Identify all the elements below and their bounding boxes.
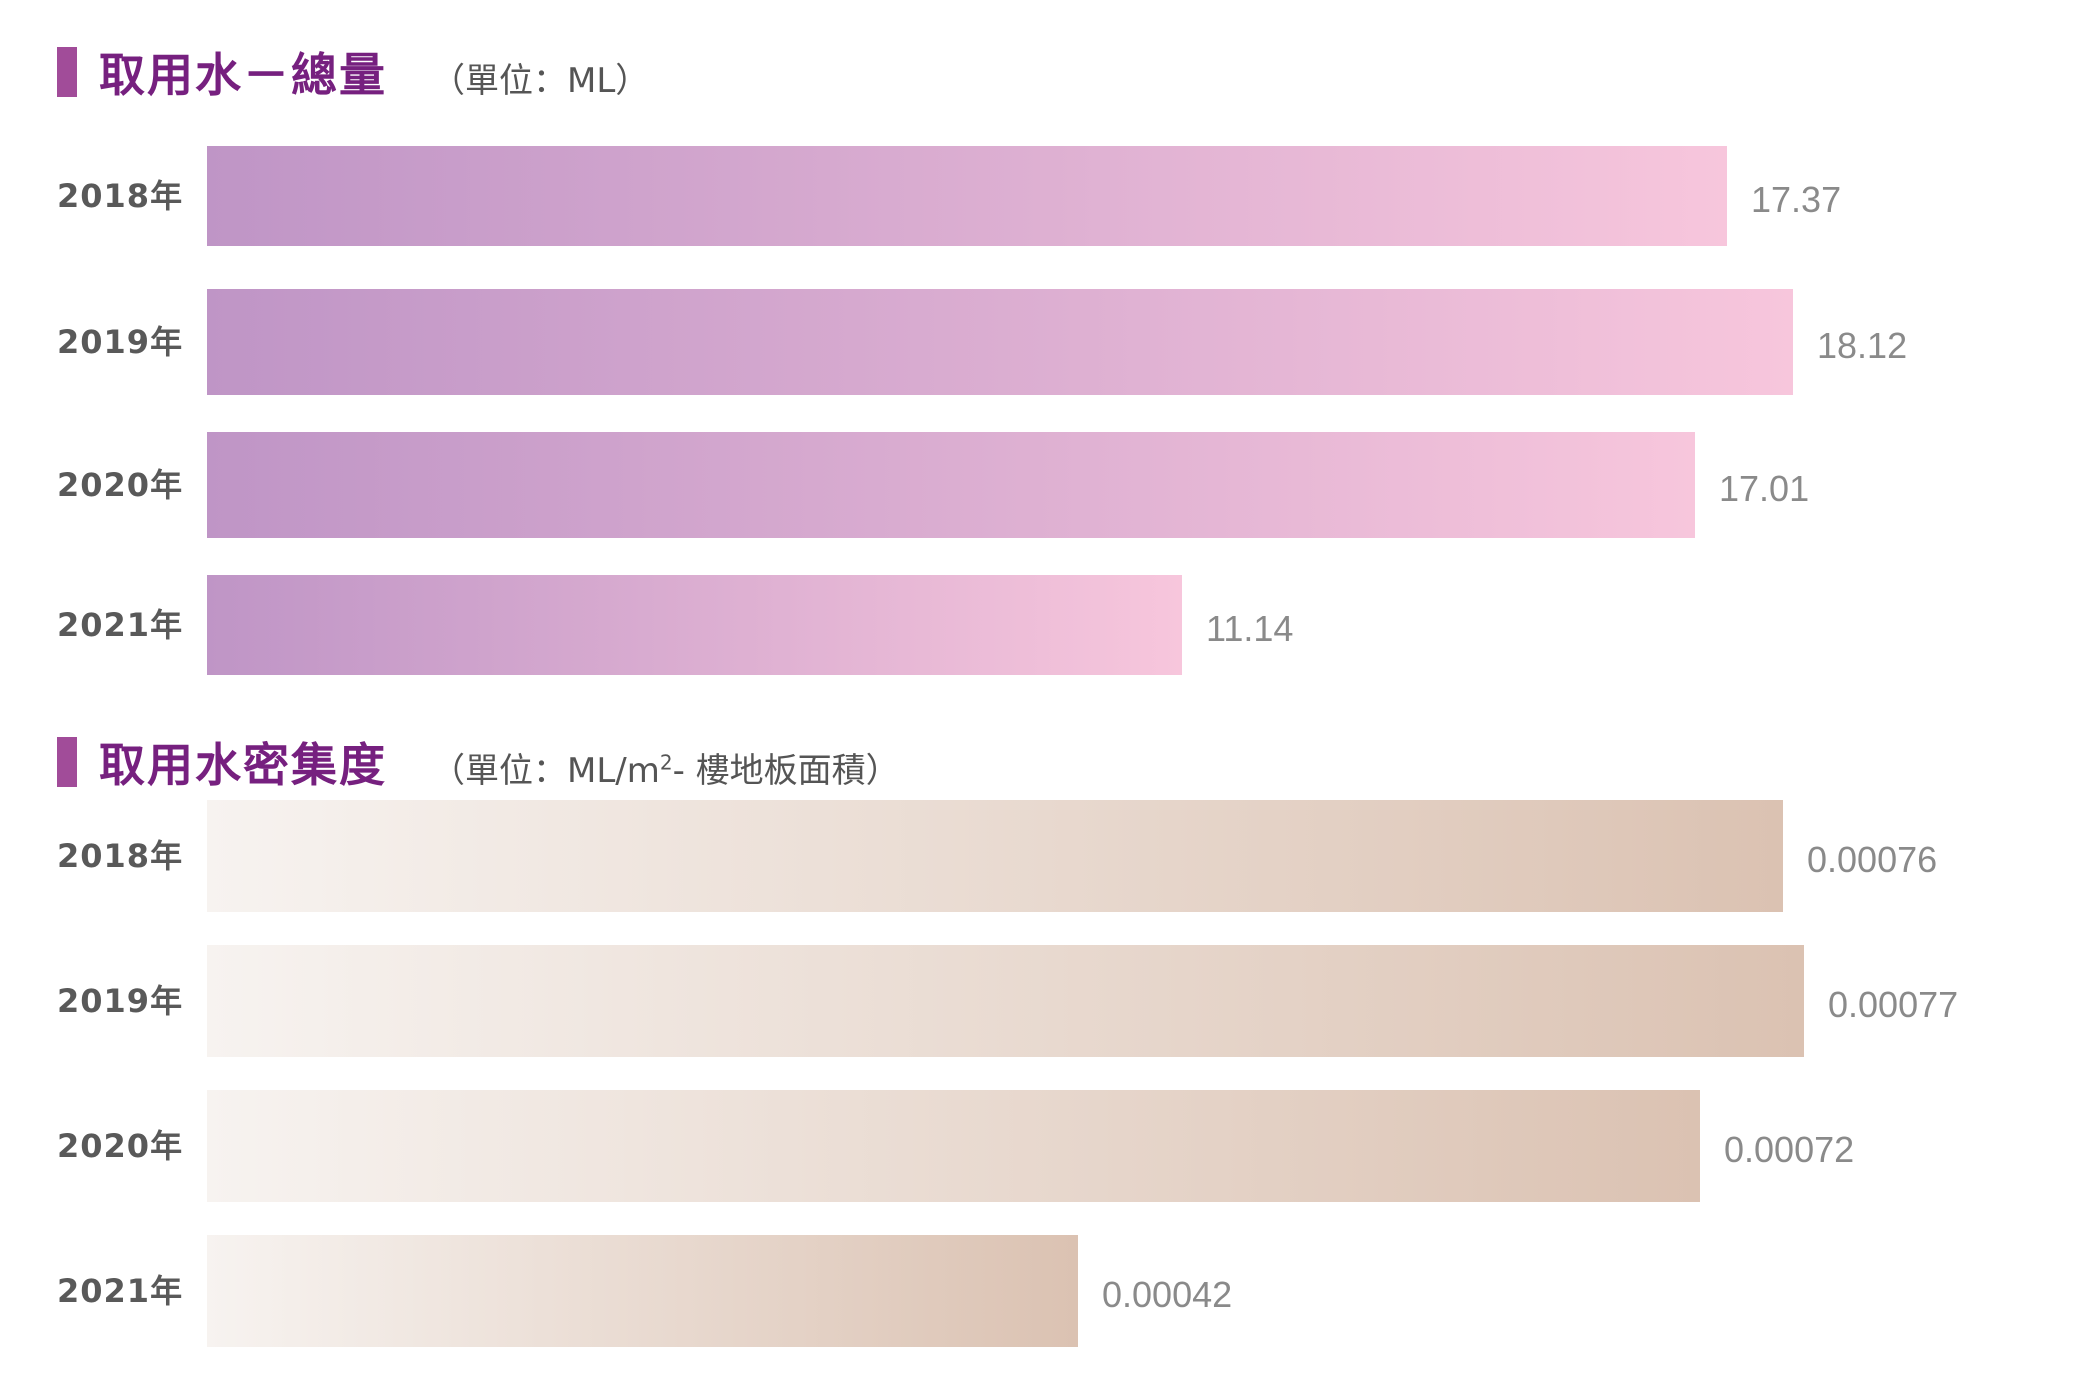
chart-title-block: 取用水密集度 （單位：ML/m2- 樓地板面積）	[57, 732, 900, 792]
category-label: 2019年	[57, 982, 184, 1020]
bar	[207, 800, 1783, 912]
bar	[207, 1235, 1078, 1347]
chart-title: 取用水－總量	[99, 48, 387, 102]
bar	[207, 945, 1804, 1057]
category-label: 2018年	[57, 837, 184, 875]
unit-suffix: - 樓地板面積）	[672, 750, 900, 791]
category-label: 2021年	[57, 1272, 184, 1310]
value-label: 0.00042	[1102, 1274, 1233, 1315]
value-label: 17.37	[1751, 179, 1842, 220]
bar-row: 2018年 0.00076	[0, 800, 2096, 912]
bar-row: 2020年 0.00072	[0, 1090, 2096, 1202]
chart-title-block: 取用水－總量 （單位：ML）	[57, 42, 649, 102]
value-label: 18.12	[1817, 325, 1908, 366]
bar-row: 2018年 17.37	[0, 146, 2096, 246]
title-marker	[57, 47, 77, 97]
title-marker	[57, 737, 77, 787]
value-label: 0.00076	[1807, 839, 1938, 880]
category-label: 2021年	[57, 606, 184, 644]
chart-unit: （單位：ML/m2- 樓地板面積）	[431, 743, 900, 792]
bar	[207, 146, 1727, 246]
category-label: 2020年	[57, 466, 184, 504]
bar-row: 2021年 0.00042	[0, 1235, 2096, 1347]
bar	[207, 575, 1182, 675]
category-label: 2020年	[57, 1127, 184, 1165]
value-label: 0.00072	[1724, 1129, 1855, 1170]
water-withdrawal-total-chart: 取用水－總量 （單位：ML） 2018年 17.37 2019年 18.12 2020年…	[0, 0, 2096, 690]
value-label: 17.01	[1719, 468, 1810, 509]
unit-prefix: （單位：ML/m	[431, 750, 660, 791]
unit-superscript: 2	[659, 750, 673, 775]
water-withdrawal-intensity-chart: 取用水密集度 （單位：ML/m2- 樓地板面積） 2018年 0.00076 201…	[0, 690, 2096, 1399]
bar-row: 2021年 11.14	[0, 575, 2096, 675]
bar	[207, 432, 1695, 538]
bar	[207, 289, 1793, 395]
chart-title: 取用水密集度	[99, 738, 387, 792]
bar	[207, 1090, 1700, 1202]
category-label: 2018年	[57, 177, 184, 215]
value-label: 11.14	[1206, 608, 1294, 649]
category-label: 2019年	[57, 323, 184, 361]
value-label: 0.00077	[1828, 984, 1959, 1025]
bar-row: 2019年 18.12	[0, 289, 2096, 395]
bar-row: 2020年 17.01	[0, 432, 2096, 538]
chart-unit: （單位：ML）	[431, 60, 650, 101]
bar-row: 2019年 0.00077	[0, 945, 2096, 1057]
